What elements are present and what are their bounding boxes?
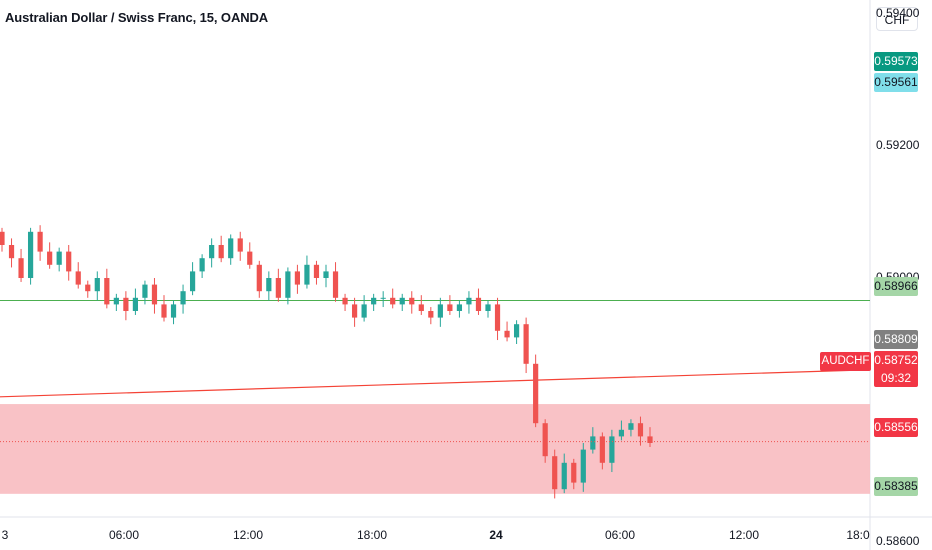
candle-body: [399, 297, 405, 305]
price-axis-label: 0.59400: [876, 6, 920, 20]
candle-body: [47, 251, 53, 265]
candle-body: [18, 258, 24, 278]
candle-body: [409, 297, 415, 305]
candle-body: [189, 271, 196, 292]
candle-body: [609, 436, 615, 463]
candle-body: [485, 304, 491, 311]
candle-body: [304, 264, 310, 285]
bar-countdown: 09:32: [880, 371, 912, 385]
candle-body: [342, 297, 348, 305]
candle-body: [113, 297, 119, 305]
time-axis-label: 24: [489, 528, 503, 542]
candle-body: [294, 271, 301, 285]
candle-body: [237, 238, 243, 252]
candle-body: [323, 271, 329, 278]
candle-body: [228, 238, 234, 259]
candle-body: [66, 251, 72, 272]
candle-body: [447, 304, 453, 311]
candle-body: [647, 436, 653, 443]
price-tag-level-mid-green: 0.58966: [874, 277, 918, 296]
candle-body: [523, 324, 529, 364]
price-tag-level-top-green: 0.59573: [874, 52, 918, 71]
time-axis-label: 06:00: [108, 528, 140, 542]
time-axis-label: 3: [1, 528, 9, 542]
candle-body: [85, 284, 91, 292]
candle-body: [0, 231, 5, 245]
price-tag-level-bottom-green: 0.58385: [874, 477, 918, 496]
candle-body: [418, 304, 424, 311]
candle-body: [552, 456, 558, 490]
candle-body: [209, 245, 215, 259]
candle-body: [266, 278, 272, 292]
candle-body: [618, 429, 625, 437]
chart-title: Australian Dollar / Swiss Franc, 15, OAN…: [5, 10, 269, 25]
candle-body: [285, 271, 291, 298]
candle-body: [170, 304, 177, 318]
price-axis-label: 0.58600: [876, 534, 920, 548]
candle-body: [513, 324, 520, 338]
candle-body: [27, 231, 34, 278]
candle-body: [475, 297, 482, 311]
currency-button[interactable]: CHF: [876, 7, 918, 31]
time-axis-label: 06:00: [604, 528, 636, 542]
candle-body: [256, 264, 262, 292]
candle-body: [637, 423, 644, 437]
candle-body: [599, 436, 605, 463]
candle-body: [456, 304, 463, 311]
candle-body: [275, 278, 281, 298]
time-axis-label: 12:00: [728, 528, 760, 542]
candle-body: [56, 251, 62, 265]
time-axis-label: 18:0: [846, 528, 870, 542]
candle-body: [332, 271, 339, 298]
candle-body: [37, 231, 43, 252]
candle-body: [466, 297, 472, 305]
symbol-tag: AUDCHF: [820, 352, 871, 371]
candle-body: [313, 264, 320, 278]
candle-body: [247, 251, 253, 265]
candle-body: [437, 304, 443, 318]
time-axis-label: 12:00: [232, 528, 264, 542]
candle-body: [218, 245, 224, 259]
price-tag-zone-bottom: 0.58556: [874, 418, 918, 437]
candle-body: [561, 462, 567, 490]
candle-body: [94, 278, 100, 292]
candle-body: [542, 423, 548, 457]
candle-body: [494, 304, 501, 331]
candle-body: [351, 304, 358, 318]
candle-body: [580, 449, 586, 483]
candle-body: [428, 311, 434, 318]
current-price-tag: 0.58752 09:32: [874, 351, 918, 387]
supply-demand-zone: [0, 404, 870, 494]
price-tag-level-top-cyan: 0.59561: [874, 73, 918, 92]
candle-body: [380, 297, 386, 299]
candle-body: [533, 363, 539, 424]
candle-body: [371, 297, 377, 305]
trend-line: [0, 369, 871, 398]
candle-body: [75, 271, 81, 285]
candle-body: [132, 297, 139, 311]
current-price-value: 0.58752: [874, 353, 918, 367]
candle-body: [571, 462, 577, 483]
candle-body: [104, 278, 110, 305]
candle-body: [504, 330, 510, 338]
candle-body: [590, 436, 596, 450]
candle-body: [142, 284, 148, 298]
time-axis-label: 18:00: [356, 528, 388, 542]
candle-body: [161, 304, 167, 318]
price-tag-zone-top: 0.58809: [874, 330, 918, 349]
price-axis-label: 0.59200: [876, 138, 920, 152]
candle-body: [199, 258, 205, 272]
candle-body: [361, 304, 367, 318]
candle-body: [390, 297, 396, 305]
candle-body: [8, 245, 15, 259]
candle-body: [123, 297, 129, 311]
candle-body: [151, 284, 158, 305]
candle-body: [180, 291, 186, 305]
candle-body: [628, 423, 634, 430]
